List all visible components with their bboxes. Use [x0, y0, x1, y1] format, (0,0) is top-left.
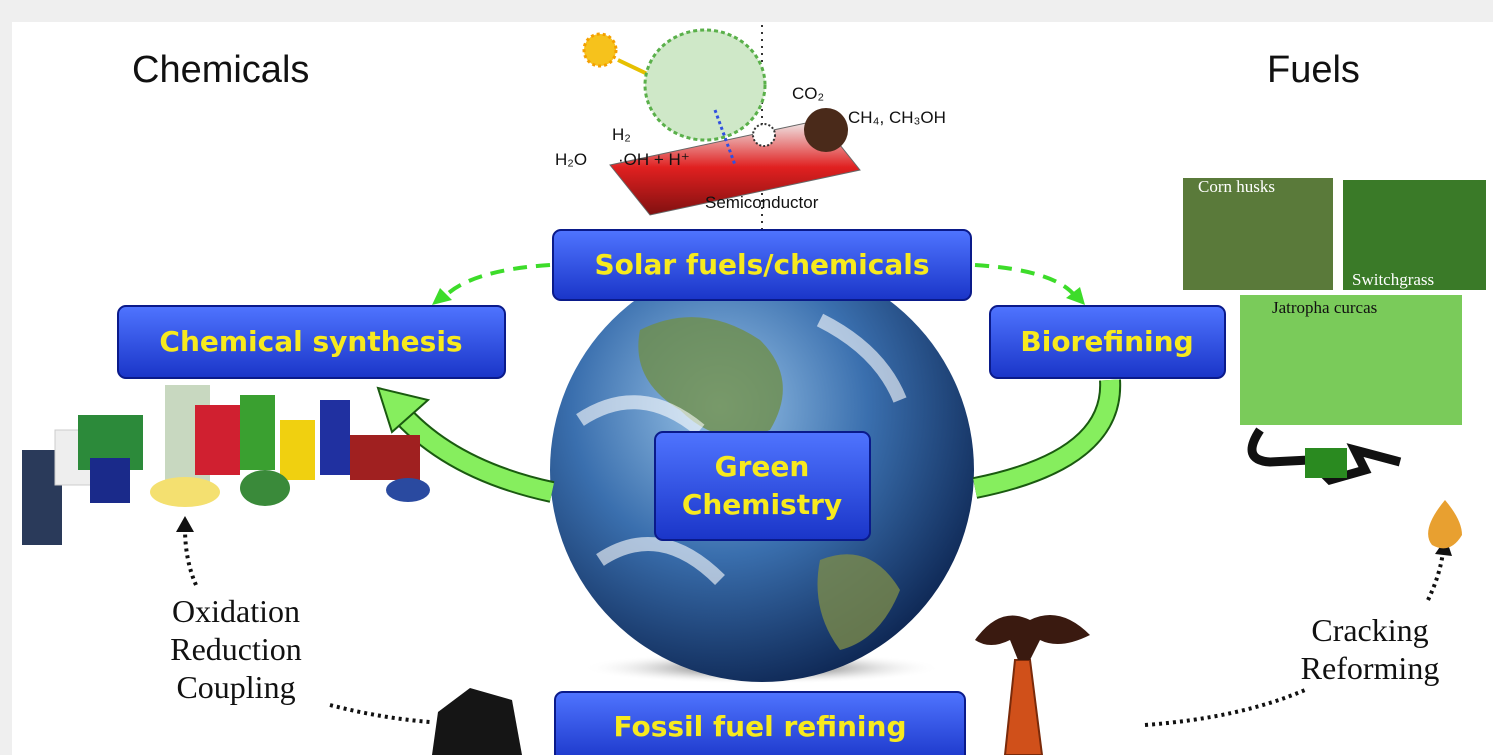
heading: Fuels: [1267, 49, 1360, 91]
reaction-label: Reduction: [170, 631, 302, 667]
heading: Chemicals: [132, 49, 309, 91]
biomass-label: Switchgrass: [1352, 270, 1434, 289]
reaction-label: Oxidation: [172, 593, 300, 629]
reaction-label: Cracking: [1311, 612, 1428, 648]
box-label: Solar fuels/chemicals: [594, 248, 929, 281]
box-center: [655, 432, 870, 540]
box-label: Fossil fuel refining: [613, 710, 906, 743]
chem-label: CH₄, CH₃OH: [848, 108, 946, 127]
box-label: Chemical synthesis: [159, 325, 462, 358]
biomass-label: Corn husks: [1198, 177, 1275, 196]
chem-label: CO₂: [792, 84, 824, 103]
diagram: Chemicals Fuels CO₂ CH₄, CH₃OH H₂ H₂O ·O…: [0, 0, 1493, 755]
chem-label: H₂: [612, 125, 631, 144]
box-label: Biorefining: [1020, 325, 1193, 358]
box-label: Green: [715, 450, 810, 483]
page: Chemicals Fuels CO₂ CH₄, CH₃OH H₂ H₂O ·O…: [0, 0, 1493, 755]
chem-label: Semiconductor: [705, 193, 819, 212]
biomass-label: Jatropha curcas: [1272, 298, 1377, 317]
reaction-label: Reforming: [1301, 650, 1440, 686]
chem-label: H₂O: [555, 150, 587, 169]
reaction-label: Coupling: [176, 669, 295, 705]
chem-label: ·OH + H⁺: [618, 150, 690, 169]
box-label: Chemistry: [682, 488, 842, 521]
